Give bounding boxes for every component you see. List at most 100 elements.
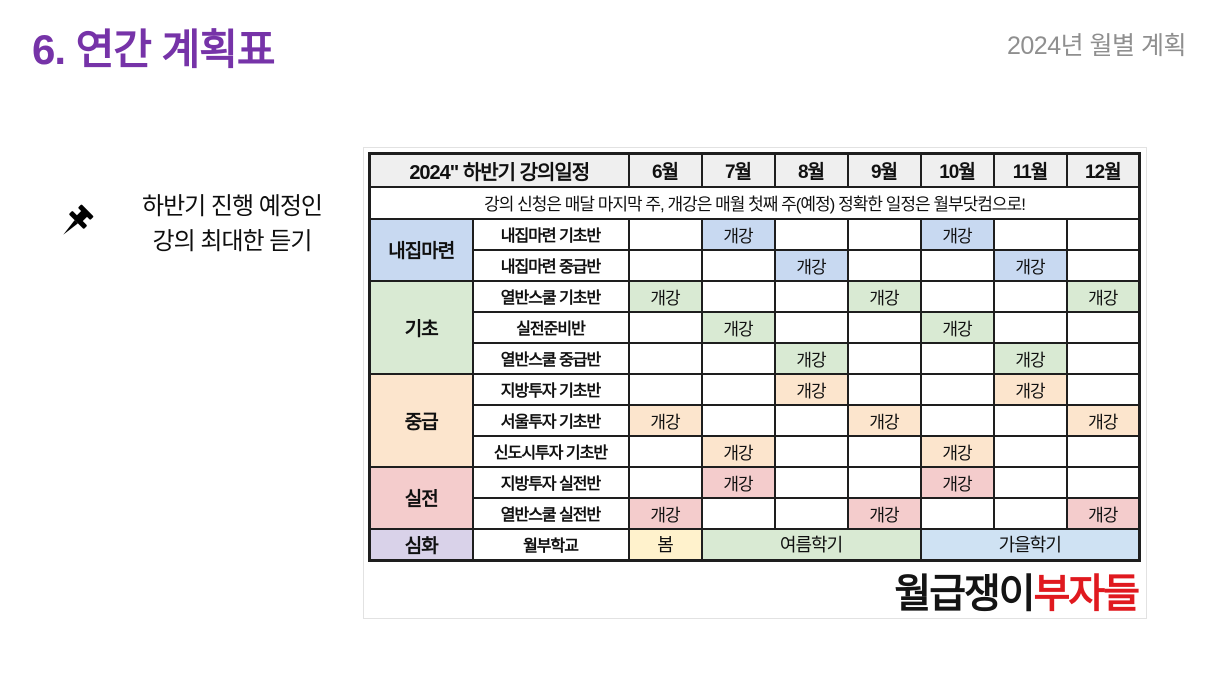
table-row: 서울투자 기초반 개강 개강 개강 bbox=[370, 403, 1141, 437]
open-cell: 개강 bbox=[846, 496, 922, 530]
course-cell: 신도시투자 기초반 bbox=[471, 434, 630, 468]
category-cell: 내집마련 bbox=[368, 217, 474, 282]
empty-cell bbox=[700, 248, 776, 282]
open-cell: 개강 bbox=[846, 279, 922, 313]
open-cell: 개강 bbox=[773, 341, 849, 375]
open-cell: 개강 bbox=[919, 434, 995, 468]
empty-cell bbox=[919, 279, 995, 313]
empty-cell bbox=[846, 341, 922, 375]
month-header: 7월 bbox=[700, 152, 776, 188]
open-cell: 개강 bbox=[700, 217, 776, 251]
empty-cell bbox=[992, 279, 1068, 313]
empty-cell bbox=[700, 403, 776, 437]
term-cell: 여름학기 bbox=[700, 527, 922, 562]
open-cell: 개강 bbox=[700, 465, 776, 499]
term-cell: 가을학기 bbox=[919, 527, 1141, 562]
empty-cell bbox=[773, 496, 849, 530]
empty-cell bbox=[773, 434, 849, 468]
table-row: 내집마련 중급반 개강 개강 bbox=[370, 248, 1141, 282]
empty-cell bbox=[700, 496, 776, 530]
empty-cell bbox=[846, 372, 922, 406]
empty-cell bbox=[846, 310, 922, 344]
category-cell: 심화 bbox=[368, 527, 474, 562]
logo-text-black: 월급쟁이 bbox=[894, 572, 1035, 616]
empty-cell bbox=[992, 496, 1068, 530]
course-cell: 지방투자 실전반 bbox=[471, 465, 630, 499]
table-row: 강의 신청은 매달 마지막 주, 개강은 매월 첫째 주(예정) 정확한 일정은… bbox=[368, 185, 1141, 220]
table-row: 내집마련 내집마련 기초반 개강 개강 bbox=[368, 217, 1141, 282]
empty-cell bbox=[1065, 217, 1141, 251]
table-row: 열반스쿨 중급반 개강 개강 bbox=[370, 341, 1141, 375]
month-header: 12월 bbox=[1065, 152, 1141, 188]
table-row: 중급 지방투자 기초반 개강 개강 bbox=[368, 372, 1141, 468]
logo-text-red: 부자들 bbox=[1033, 572, 1140, 616]
empty-cell bbox=[919, 341, 995, 375]
table-row: 기초 열반스쿨 기초반 개강 개강 개강 bbox=[368, 279, 1141, 375]
empty-cell bbox=[992, 434, 1068, 468]
empty-cell bbox=[919, 496, 995, 530]
empty-cell bbox=[919, 403, 995, 437]
note-line-2: 강의 최대한 듣기 bbox=[152, 227, 313, 255]
open-cell: 개강 bbox=[919, 217, 995, 251]
table-panel: 2024" 하반기 강의일정 6월 7월 8월 9월 10월 11월 12월 강의 신청은 매달… bbox=[363, 147, 1147, 619]
notice-row: 강의 신청은 매달 마지막 주, 개강은 매월 첫째 주(예정) 정확한 일정은… bbox=[368, 185, 1141, 220]
open-cell: 개강 bbox=[773, 248, 849, 282]
month-header: 11월 bbox=[992, 152, 1068, 188]
open-cell: 개강 bbox=[700, 434, 776, 468]
open-cell: 개강 bbox=[773, 372, 849, 406]
course-cell: 내집마련 기초반 bbox=[471, 217, 630, 251]
course-cell: 실전준비반 bbox=[471, 310, 630, 344]
open-cell: 개강 bbox=[1065, 279, 1141, 313]
empty-cell bbox=[919, 372, 995, 406]
category-cell: 실전 bbox=[368, 465, 474, 530]
empty-cell bbox=[992, 217, 1068, 251]
empty-cell bbox=[700, 372, 776, 406]
logo: 월급쟁이부자들 bbox=[894, 572, 1140, 616]
empty-cell bbox=[992, 310, 1068, 344]
open-cell: 개강 bbox=[919, 310, 995, 344]
table-row: 심화 월부학교 봄 여름학기 가을학기 bbox=[368, 527, 1141, 562]
empty-cell bbox=[1065, 465, 1141, 499]
month-header: 6월 bbox=[627, 152, 703, 188]
empty-cell bbox=[627, 248, 703, 282]
empty-cell bbox=[773, 403, 849, 437]
empty-cell bbox=[846, 434, 922, 468]
empty-cell bbox=[773, 310, 849, 344]
empty-cell bbox=[700, 341, 776, 375]
open-cell: 개강 bbox=[627, 403, 703, 437]
empty-cell bbox=[773, 279, 849, 313]
open-cell: 개강 bbox=[627, 496, 703, 530]
open-cell: 개강 bbox=[992, 372, 1068, 406]
empty-cell bbox=[627, 217, 703, 251]
month-header: 8월 bbox=[773, 152, 849, 188]
open-cell: 개강 bbox=[919, 465, 995, 499]
empty-cell bbox=[773, 217, 849, 251]
page-title: 6. 연간 계획표 bbox=[32, 26, 276, 73]
empty-cell bbox=[627, 372, 703, 406]
open-cell: 개강 bbox=[700, 310, 776, 344]
empty-cell bbox=[846, 465, 922, 499]
empty-cell bbox=[627, 465, 703, 499]
course-cell: 열반스쿨 실전반 bbox=[471, 496, 630, 530]
empty-cell bbox=[627, 310, 703, 344]
empty-cell bbox=[1065, 372, 1141, 406]
empty-cell bbox=[1065, 341, 1141, 375]
open-cell: 개강 bbox=[992, 341, 1068, 375]
note: 하반기 진행 예정인 강의 최대한 듣기 bbox=[50, 190, 360, 260]
empty-cell bbox=[846, 248, 922, 282]
empty-cell bbox=[846, 217, 922, 251]
term-cell: 봄 bbox=[627, 527, 703, 562]
empty-cell bbox=[700, 279, 776, 313]
month-header: 10월 bbox=[919, 152, 995, 188]
empty-cell bbox=[1065, 434, 1141, 468]
category-cell: 중급 bbox=[368, 372, 474, 468]
course-cell: 열반스쿨 기초반 bbox=[471, 279, 630, 313]
empty-cell bbox=[773, 465, 849, 499]
table-row: 2024" 하반기 강의일정 6월 7월 8월 9월 10월 11월 12월 bbox=[368, 152, 1141, 188]
course-cell: 내집마련 중급반 bbox=[471, 248, 630, 282]
note-text: 하반기 진행 예정인 강의 최대한 듣기 bbox=[104, 190, 360, 260]
open-cell: 개강 bbox=[1065, 496, 1141, 530]
open-cell: 개강 bbox=[1065, 403, 1141, 437]
empty-cell bbox=[919, 248, 995, 282]
open-cell: 개강 bbox=[992, 248, 1068, 282]
